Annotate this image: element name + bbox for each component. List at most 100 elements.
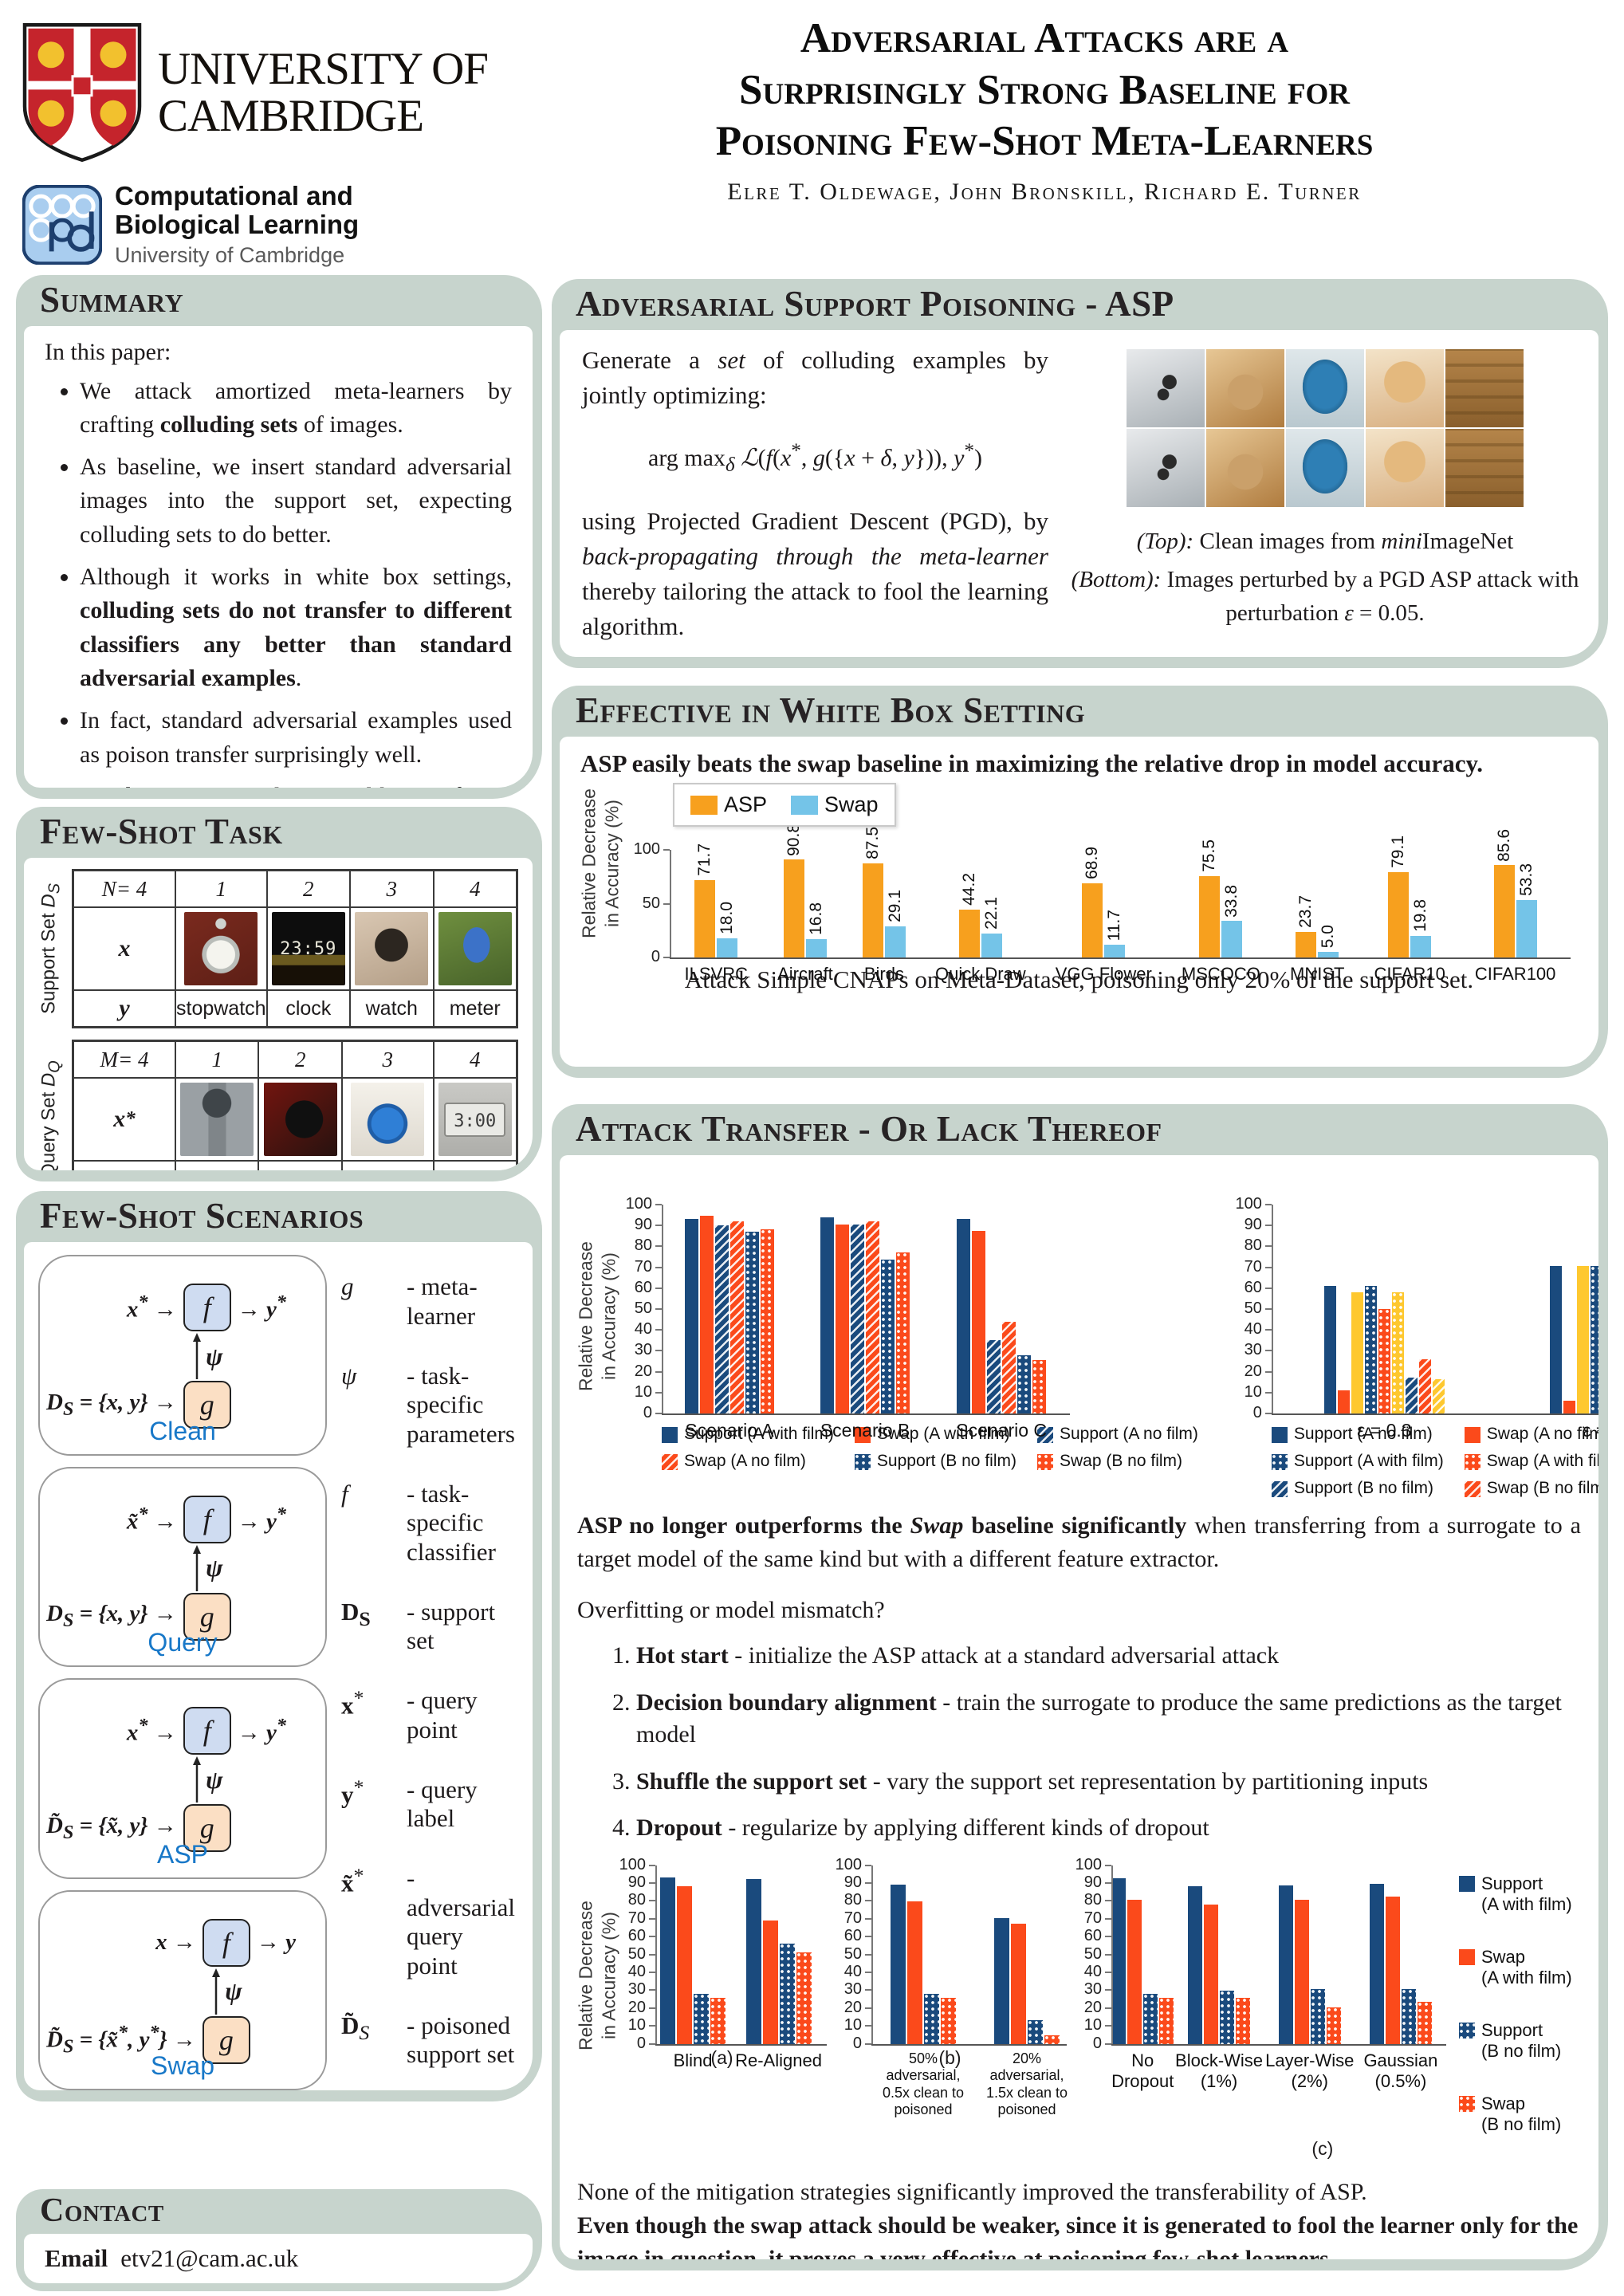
bar-column [1590,1266,1598,1413]
bar [796,1952,812,2044]
transfer-epsilon-chart: 0 10 20 30 40 50 60 70 80 90 100 ε = 0.3 ε = 0.1 Supp… [1227,1195,1598,1498]
legend-label: Support (A no film) [1293,1425,1433,1443]
y-tick-label: 90 [634,1216,652,1234]
bar [836,1224,850,1413]
bar-column [1576,1266,1589,1413]
y-tick-mark [655,1413,662,1414]
bar [684,1219,698,1413]
category-label: Scenario A [685,1420,774,1441]
y-tick-mark [655,1287,662,1289]
perturbed-vase-image [1286,429,1364,507]
legend-swatch [662,1454,678,1470]
y-tick-mark [1105,1864,1111,1866]
paper-link[interactable]: arxiv.org/abs/2211.12990 [120,2282,372,2284]
y-axis-label: Relative Decrease in Accuracy (%) [575,1900,619,2050]
y-tick-mark [1105,1936,1111,1938]
diagram-output: → y [256,1929,297,1955]
contact-paper-row: Paper arxiv.org/abs/2211.12990 [45,2278,512,2284]
bar-column [941,1998,956,2044]
bar-column [684,1219,698,1413]
query-image-cell: 3:00 [433,1078,517,1161]
y-tick-mark [1105,1953,1111,1956]
bar [907,1901,922,2044]
up-arrow-icon [193,1333,202,1379]
summary-bullet: We discuss potential causes, like overfi… [80,780,512,788]
bar-column [1127,1900,1142,2044]
bar-value-label: 5.0 [1319,925,1338,949]
bars [1549,1205,1598,1413]
bar [1337,1390,1350,1413]
bar-value-label: 75.5 [1200,839,1219,873]
email-label: Email [45,2244,108,2272]
legend-label: Swap (A with film) [876,1425,1010,1443]
whitebox-intro: ASP easily beats the swap baseline in ma… [580,749,1484,777]
support-col-1: 1 [175,871,267,907]
glossary-item: x* - query point [341,1686,520,1744]
y-tick-label: 40 [627,1962,646,1980]
y-tick-label: 20 [1083,1998,1102,2016]
y-tick-label: 60 [1244,1278,1262,1296]
legend-item: Swap (A with film) [854,1425,1016,1444]
y-tick-label: 0 [1092,2034,1102,2052]
diagram-support: D̃S = {x̃*, y*} → [46,2021,196,2058]
bar-column [745,1879,761,2044]
asp-image-grid [1071,349,1579,507]
y-tick-mark [1264,1287,1272,1289]
category-label: Scenario C [956,1420,1048,1441]
bar-groups: Blind Re-Aligned [655,1866,827,2070]
cambridge-brand: UNIVERSITY OF CAMBRIDGE [22,22,489,163]
y-tick-mark [1264,1308,1272,1310]
bar-column: 18.0 [717,902,738,957]
summary-intro: In this paper: [45,339,171,365]
y-tick-mark [649,1881,655,1884]
y-tick-label: 100 [1235,1195,1262,1213]
bar [779,1944,795,2044]
bar-column [1326,2007,1341,2044]
bar-column [924,1993,939,2044]
legend-item: ASP [690,792,767,817]
bar-group: Gaussian (0.5%) [1355,1866,1446,2093]
glossary-symbol: g [341,1272,354,1300]
bar [745,1232,759,1413]
y-tick-mark [655,1329,662,1331]
y-tick-mark [1105,1917,1111,1920]
y-tick-label: 30 [1083,1980,1102,1999]
chart-plot: 0 10 20 30 40 50 60 70 80 90 100 No Dropout Block-Wi… [1075,1856,1446,2091]
y-tick-mark [649,1971,655,1973]
bar-column [1032,1360,1047,1413]
bar-column [891,1885,906,2044]
bar-value-label: 71.7 [695,843,714,877]
psi-label: ψ [206,1553,223,1582]
title-line2: Surprisingly Strong Baseline for [739,66,1350,113]
legend-swatch [690,796,718,815]
legend-item: Swap (A no film) [1464,1425,1598,1444]
bar [1549,1266,1562,1413]
bar-column [1337,1390,1350,1413]
bar-groups: 71.7 18.0 ILSVRC 90.8 16.8 Aircraft 87.5 29.1 Bi… [670,824,1571,984]
y-tick-label: 50 [1083,1944,1102,1963]
query-set-table: M = 4 1 2 3 4 x* 3:00 y* meter watch sto… [72,1040,518,1170]
category-label: Birds [863,964,904,984]
asp-body: Generate a set of colluding examples by … [560,330,1598,657]
bar-group: 23.7 5.0 MNIST [1290,850,1344,985]
paper-label: Paper [45,2282,108,2284]
summary-bullet: As baseline, we insert standard adversar… [80,450,512,552]
mitigation-chart-a: 0 10 20 30 40 50 60 70 80 90 100 Blind Re-Aligned [617,1856,827,2070]
y-axis-label: Relative Decrease in Accuracy (%) [578,788,622,938]
bar [1378,1309,1390,1413]
y-tick-label: 20 [843,1998,862,2016]
bar-column [1310,1989,1325,2044]
bar [820,1217,835,1413]
summary-body: In this paper: We attack amortized meta-… [24,326,533,788]
email-value[interactable]: etv21@cam.ac.uk [120,2244,299,2272]
bar-column [1017,1354,1032,1413]
legend-label: Swap (B no film) [1486,1479,1598,1497]
bar-value-label: 16.8 [806,902,825,936]
support-set-side-label: Support Set DS [37,883,64,1015]
x-axis-line [662,1413,1070,1415]
asp-title: Adversarial Support Poisoning - ASP [576,284,1174,324]
y-axis-line [662,1205,663,1413]
scenario-label: Query [147,1628,218,1657]
query-class-label: stopwatch [341,1161,434,1170]
support-class-label: stopwatch [175,990,267,1027]
